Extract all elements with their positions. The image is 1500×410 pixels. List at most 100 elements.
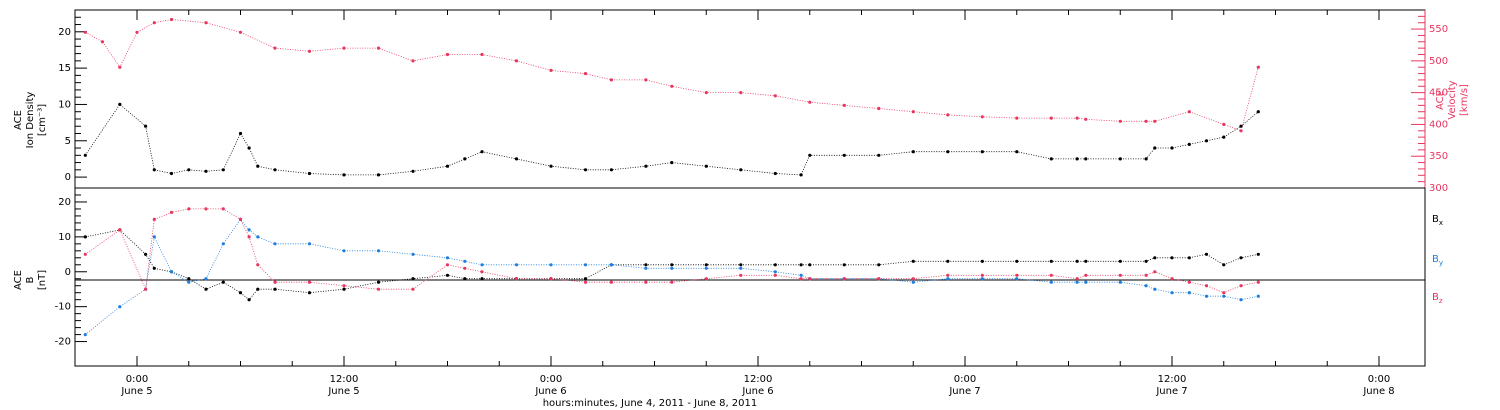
density-point-trace	[84, 103, 1259, 176]
density-point	[877, 153, 881, 157]
density-point	[204, 169, 208, 173]
density-point	[980, 150, 984, 154]
density-point	[946, 150, 950, 154]
by-point	[342, 249, 346, 253]
bz-point	[704, 277, 708, 281]
velocity-tick-label: 400	[1429, 119, 1448, 130]
field-axis-label-line3: [nT]	[37, 270, 48, 290]
bx-point	[1256, 252, 1260, 256]
velocity-tick-label: 450	[1429, 88, 1448, 99]
by-point	[376, 249, 381, 253]
velocity-tick-label: 300	[1429, 183, 1448, 194]
density-point	[307, 171, 312, 176]
bx-point	[204, 287, 208, 291]
velocity-point	[644, 78, 648, 82]
bx-point	[1118, 259, 1122, 263]
density-point	[1170, 146, 1174, 150]
bz-point	[609, 280, 614, 284]
legend-bz-sub: z	[1439, 297, 1443, 305]
velocity-tick-label: 350	[1429, 151, 1448, 162]
by-point	[1084, 280, 1088, 284]
by-point	[1187, 291, 1191, 295]
bz-point	[1075, 277, 1079, 281]
velocity-point	[842, 103, 846, 107]
bottom-panel-frame	[74, 187, 1426, 367]
time-tick-label: 0:00	[1368, 374, 1390, 385]
bz-point	[583, 280, 588, 284]
bz-point	[946, 273, 950, 277]
velocity-point	[307, 49, 312, 53]
density-axis-label-line3: [cm⁻³]	[37, 104, 48, 136]
top-panel-frame	[74, 9, 1426, 189]
by-point	[1049, 280, 1053, 284]
density-point	[739, 168, 743, 172]
by-point	[1204, 294, 1209, 298]
date-tick-label: June 8	[1362, 386, 1394, 397]
velocity-tick-label: 550	[1429, 24, 1448, 35]
by-point	[1118, 280, 1122, 284]
velocity-point	[273, 46, 277, 50]
bz-point	[411, 287, 415, 291]
by-point	[307, 242, 312, 246]
bz-point	[1015, 273, 1019, 277]
density-axis: 0 5 10 15 20	[58, 16, 87, 183]
by-point	[911, 280, 915, 284]
by-point-trace	[85, 218, 1259, 335]
bz-point	[739, 273, 743, 277]
velocity-point	[135, 30, 139, 34]
density-point	[342, 173, 346, 177]
by-point	[670, 266, 674, 270]
density-point	[169, 171, 174, 176]
field-tick-label: -10	[55, 302, 71, 313]
bz-point	[480, 270, 484, 274]
by-point	[1153, 287, 1157, 291]
date-tick-label: June 5	[120, 386, 152, 397]
by-point	[1256, 294, 1260, 298]
bz-point	[808, 277, 812, 281]
date-tick-label: June 7	[1155, 386, 1187, 397]
date-tick-label: June 6	[534, 386, 566, 397]
bx-point	[273, 287, 277, 291]
velocity-axis-label-line2: Velocity	[1447, 80, 1458, 119]
velocity-point	[704, 91, 708, 95]
date-tick-label: June 7	[948, 386, 980, 397]
velocity-point	[946, 113, 950, 117]
velocity-axis-label-line3: [km/s]	[1459, 84, 1470, 116]
density-axis-label-line1: ACE	[13, 110, 24, 130]
bz-point	[549, 277, 553, 281]
velocity-point	[169, 17, 174, 22]
density-point	[609, 168, 614, 172]
density-tick-label: 5	[65, 136, 71, 147]
density-point	[152, 168, 156, 172]
time-tick-label: 0:00	[954, 374, 976, 385]
by-point	[1222, 294, 1226, 298]
bx-point	[773, 263, 777, 267]
velocity-point	[1187, 110, 1191, 114]
density-point	[1222, 135, 1226, 139]
bottom-panel-series	[83, 207, 1260, 337]
bz-point	[980, 273, 984, 277]
field-tick-label: -20	[55, 337, 71, 348]
bx-point	[342, 287, 346, 291]
bz-point	[514, 277, 519, 281]
velocity-point	[1222, 122, 1226, 126]
by-point	[411, 252, 415, 256]
bx-point	[1015, 259, 1019, 263]
legend-bx-label: B	[1432, 214, 1439, 225]
bx-point	[1170, 256, 1174, 260]
by-point	[1144, 284, 1148, 288]
bx-point	[307, 291, 312, 295]
density-point	[221, 168, 225, 172]
time-tick-label: 0:00	[540, 374, 562, 385]
velocity-point	[549, 68, 553, 72]
velocity-point	[342, 46, 346, 50]
field-tick-label: 10	[58, 232, 71, 243]
velocity-point-trace	[85, 19, 1259, 132]
density-tick-label: 10	[58, 99, 71, 110]
by-point	[583, 263, 588, 267]
velocity-point	[911, 110, 915, 114]
bz-point	[144, 287, 148, 291]
density-tick-label: 0	[65, 172, 71, 183]
